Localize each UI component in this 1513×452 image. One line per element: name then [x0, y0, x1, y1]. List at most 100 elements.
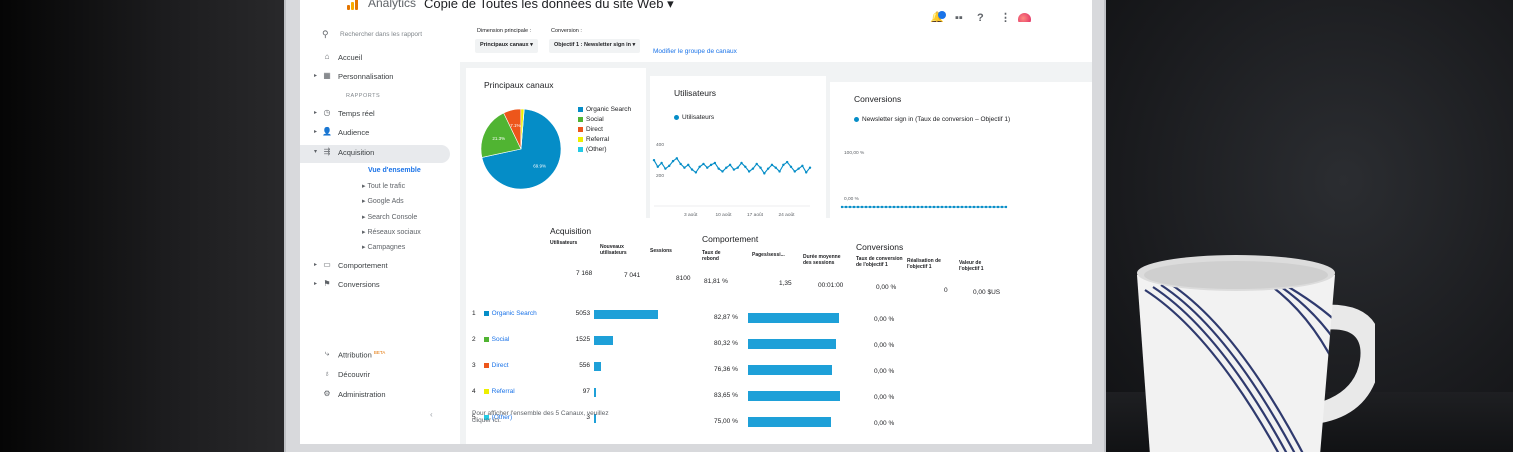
data-point[interactable]: [671, 159, 675, 163]
data-point[interactable]: [698, 165, 701, 168]
data-point[interactable]: [968, 205, 972, 209]
data-point[interactable]: [852, 205, 856, 209]
sidebar-item-home[interactable]: ⌂ Accueil: [300, 50, 460, 68]
data-point[interactable]: [652, 158, 656, 162]
pie-legend-item[interactable]: Social: [578, 116, 604, 123]
data-point[interactable]: [804, 171, 808, 174]
col-bounce[interactable]: Taux de rebond: [702, 250, 721, 262]
data-point[interactable]: [709, 163, 713, 167]
sidebar-item-customization[interactable]: ▸ ▦ Personnalisation: [300, 69, 460, 87]
pie-legend-item[interactable]: (Other): [578, 146, 607, 153]
collapse-sidebar-icon[interactable]: ‹: [430, 410, 433, 419]
data-point[interactable]: [736, 166, 739, 169]
col-sessions[interactable]: Sessions: [650, 248, 672, 254]
data-point[interactable]: [675, 157, 679, 160]
channel-link[interactable]: 5 (Other): [472, 414, 512, 421]
data-point[interactable]: [960, 205, 964, 209]
data-point[interactable]: [751, 167, 755, 170]
data-point[interactable]: [679, 162, 682, 166]
primary-dimension-select[interactable]: Principaux canaux ▾: [475, 39, 538, 53]
col-new-users[interactable]: Nouveaux utilisateurs: [600, 244, 627, 256]
data-point[interactable]: [778, 170, 781, 173]
sidebar-subitem-search-console[interactable]: ▸ Search Console: [362, 214, 418, 221]
more-vert-icon[interactable]: ⋮: [1000, 12, 1011, 24]
data-point[interactable]: [880, 205, 884, 209]
data-point[interactable]: [740, 161, 743, 165]
sidebar-item-audience[interactable]: ▸ 👤 Audience: [300, 125, 460, 143]
data-point[interactable]: [721, 170, 724, 173]
search-input[interactable]: Rechercher dans les rapport: [340, 31, 423, 38]
data-point[interactable]: [876, 205, 880, 209]
data-point[interactable]: [932, 205, 936, 209]
pie-slice[interactable]: [520, 108, 525, 150]
data-point[interactable]: [725, 166, 728, 169]
data-point[interactable]: [864, 205, 868, 209]
data-point[interactable]: [996, 205, 1000, 209]
pie-slice[interactable]: [480, 112, 522, 158]
channel-link[interactable]: 3 Direct: [472, 362, 509, 369]
data-point[interactable]: [908, 205, 912, 209]
data-point[interactable]: [808, 166, 812, 169]
data-point[interactable]: [896, 205, 900, 209]
data-point[interactable]: [690, 168, 694, 171]
data-point[interactable]: [888, 205, 892, 209]
data-point[interactable]: [840, 205, 844, 209]
pie-legend-item[interactable]: Direct: [578, 126, 603, 133]
data-point[interactable]: [916, 205, 920, 209]
col-pages[interactable]: Pages/sessi...: [752, 252, 785, 258]
data-point[interactable]: [948, 205, 952, 209]
col-value[interactable]: Valeur de l'objectif 1: [959, 260, 984, 272]
data-point[interactable]: [732, 168, 736, 171]
data-point[interactable]: [992, 205, 996, 209]
data-point[interactable]: [717, 167, 720, 170]
data-point[interactable]: [892, 205, 896, 209]
channel-link[interactable]: 4 Referral: [472, 388, 515, 395]
data-point[interactable]: [1000, 205, 1004, 209]
data-point[interactable]: [656, 165, 660, 168]
sidebar-item-discover[interactable]: ♁ Découvrir: [300, 367, 460, 385]
conversion-select[interactable]: Objectif 1 : Newsletter sign in ▾: [549, 39, 641, 53]
data-point[interactable]: [972, 205, 976, 209]
sidebar-item-attribution[interactable]: ⤷ Attribution BETA: [300, 347, 460, 365]
col-conv-rate[interactable]: Taux de conversion de l'objectif 1: [856, 256, 903, 268]
data-point[interactable]: [728, 163, 732, 167]
view-selector[interactable]: Copie de Toutes les données du site Web …: [424, 0, 674, 11]
data-point[interactable]: [936, 205, 940, 209]
data-point[interactable]: [797, 167, 800, 170]
sidebar-item-admin[interactable]: ⚙ Administration: [300, 387, 460, 405]
col-duration[interactable]: Durée moyenne des sessions: [803, 254, 841, 266]
data-point[interactable]: [980, 205, 984, 209]
data-point[interactable]: [763, 172, 766, 175]
help-icon[interactable]: ?: [977, 12, 984, 24]
sidebar-item-conversions[interactable]: ▸ ⚑ Conversions: [300, 277, 460, 295]
data-point[interactable]: [952, 205, 956, 209]
data-point[interactable]: [964, 205, 968, 209]
data-point[interactable]: [755, 162, 758, 166]
pie-slice[interactable]: [481, 108, 562, 190]
sidebar-subitem-social[interactable]: ▸ Réseaux sociaux: [362, 229, 421, 236]
data-point[interactable]: [920, 205, 924, 209]
data-point[interactable]: [774, 166, 777, 169]
data-point[interactable]: [988, 205, 992, 209]
data-point[interactable]: [789, 165, 793, 168]
modify-channel-group-link[interactable]: Modifier le groupe de canaux: [653, 48, 737, 55]
data-point[interactable]: [860, 205, 864, 209]
data-point[interactable]: [664, 167, 667, 170]
data-point[interactable]: [976, 205, 980, 209]
data-point[interactable]: [785, 160, 789, 164]
data-point[interactable]: [747, 170, 751, 173]
data-point[interactable]: [904, 205, 908, 209]
sidebar-subitem-all-traffic[interactable]: ▸ Tout le trafic: [362, 183, 406, 190]
data-point[interactable]: [770, 163, 774, 167]
data-point[interactable]: [694, 171, 698, 174]
data-point[interactable]: [868, 205, 872, 209]
col-completions[interactable]: Réalisation de l'objectif 1: [907, 258, 941, 270]
data-point[interactable]: [924, 205, 928, 209]
data-point[interactable]: [856, 205, 860, 209]
data-point[interactable]: [940, 205, 944, 209]
data-point[interactable]: [984, 205, 988, 209]
channel-link[interactable]: 2 Social: [472, 336, 509, 343]
data-point[interactable]: [713, 161, 717, 165]
data-point[interactable]: [956, 205, 960, 209]
show-all-channels-link[interactable]: Pour afficher l'ensemble des 5 Canaux, v…: [472, 410, 609, 424]
